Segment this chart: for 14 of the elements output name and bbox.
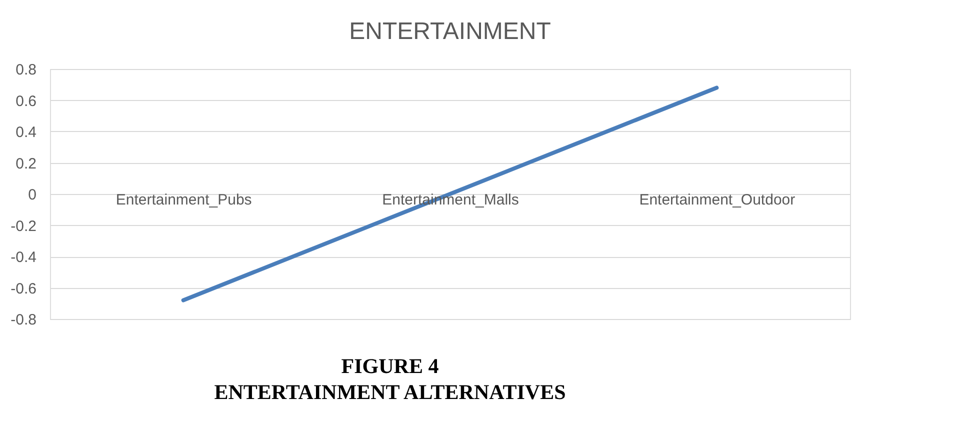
x-tick-label: Entertainment_Pubs: [116, 192, 252, 208]
y-tick-label: -0.4: [10, 249, 36, 266]
text: ENTERTAINMENT ALTERNATIVES: [214, 380, 566, 404]
y-tick-label: -0.8: [10, 312, 36, 328]
caption: FIGURE 4: [341, 354, 440, 378]
y-tick-label: -0.6: [10, 280, 36, 298]
y-tick-label: 0: [28, 186, 36, 204]
y-tick-label: -0.2: [10, 218, 36, 235]
y-tick-label: 0.2: [16, 155, 36, 172]
chart-title: ENTERTAINMENT: [349, 18, 552, 45]
y-tick-label: 0.4: [16, 124, 36, 141]
x-tick-label: Entertainment_Outdoor: [639, 192, 796, 208]
y-tick-label: 0.8: [16, 62, 36, 78]
y-tick-label: 0.6: [16, 92, 36, 110]
